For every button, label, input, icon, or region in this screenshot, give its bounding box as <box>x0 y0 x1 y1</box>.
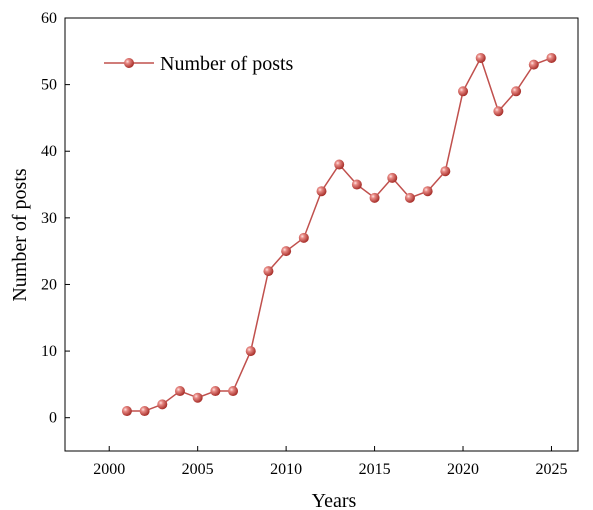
data-point <box>121 406 132 417</box>
y-tick-label: 40 <box>41 143 57 160</box>
x-axis-ticks: 2000 2005 2010 2015 2020 2025 <box>93 446 567 478</box>
data-point <box>458 86 469 97</box>
data-point <box>369 192 380 203</box>
data-point <box>263 266 274 277</box>
data-point <box>174 386 185 397</box>
data-point <box>511 86 522 97</box>
data-point <box>440 166 451 177</box>
data-point <box>493 106 504 117</box>
y-tick-label: 20 <box>41 276 57 293</box>
data-point <box>281 246 292 257</box>
data-point <box>546 52 557 63</box>
data-point <box>139 406 150 417</box>
data-point <box>475 52 486 63</box>
legend-label: Number of posts <box>160 53 294 75</box>
data-point <box>528 59 539 70</box>
x-tick-label: 2020 <box>447 461 479 478</box>
y-axis-label: Number of posts <box>9 168 31 302</box>
data-point <box>387 172 398 183</box>
series-line <box>126 56 552 412</box>
data-point <box>422 186 433 197</box>
x-axis-label: Years <box>312 490 357 510</box>
x-tick-label: 2000 <box>93 461 125 478</box>
data-point <box>316 186 327 197</box>
y-tick-label: 60 <box>41 10 57 27</box>
y-tick-label: 50 <box>41 77 57 94</box>
data-point <box>245 346 256 357</box>
data-point <box>334 159 345 170</box>
data-point <box>298 232 309 243</box>
data-point <box>404 192 415 203</box>
x-tick-label: 2025 <box>535 461 567 478</box>
legend: Number of posts <box>104 53 294 75</box>
y-tick-label: 30 <box>41 210 57 227</box>
y-tick-label: 10 <box>41 343 57 360</box>
y-axis-ticks: 0 10 20 30 40 50 60 <box>41 10 70 427</box>
x-tick-label: 2005 <box>182 461 214 478</box>
data-point <box>192 392 203 403</box>
data-point <box>351 179 362 190</box>
series-layer <box>121 52 557 417</box>
legend-marker <box>124 58 134 68</box>
y-tick-label: 0 <box>49 410 57 427</box>
plot-frame <box>64 17 579 452</box>
data-point <box>228 386 239 397</box>
x-tick-label: 2010 <box>270 461 302 478</box>
data-point <box>210 386 221 397</box>
data-point <box>157 399 168 410</box>
x-tick-label: 2015 <box>359 461 391 478</box>
